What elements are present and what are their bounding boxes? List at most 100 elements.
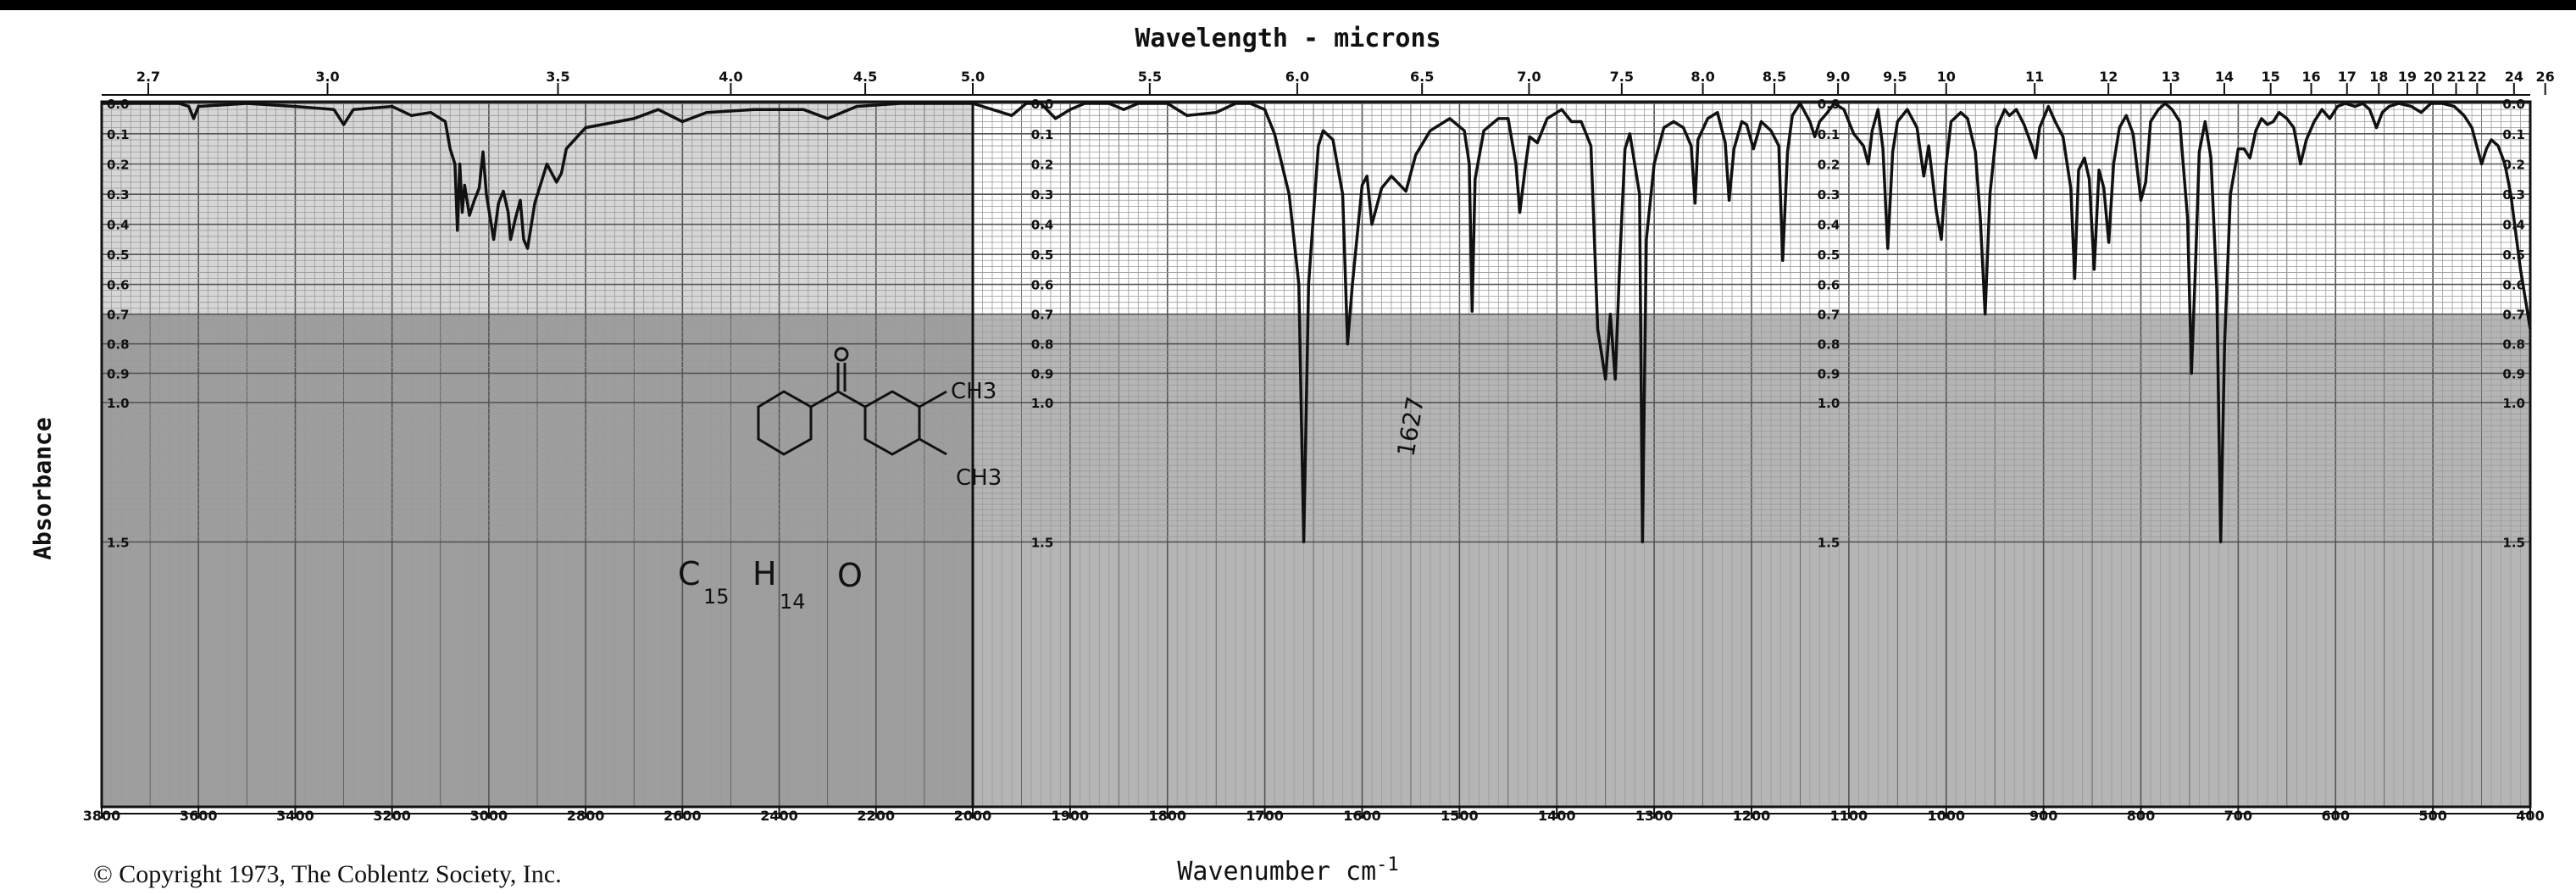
y-tick-label: 0.3 [1031, 187, 1054, 203]
top-tick-label: 13 [2162, 69, 2180, 85]
y-tick-label: 0.8 [1818, 337, 1840, 353]
top-tick-label: 3.5 [546, 69, 569, 85]
formula-h-subscript: 14 [780, 590, 806, 614]
y-tick-label: 0.7 [2502, 308, 2525, 323]
top-tick-label: 6.0 [1285, 69, 1309, 85]
axis-ticks: 3800 3600 3400 3200 3000 2800 2600 2400 2200 2000… [83, 69, 2555, 824]
plot-border [100, 100, 2532, 809]
top-tick-label: 2.7 [136, 69, 160, 85]
bottom-tick-label: 3600 [180, 808, 218, 824]
plot-grid [101, 102, 2531, 807]
bottom-tick-label: 1300 [1635, 808, 1674, 824]
formula-c: C [678, 555, 701, 592]
y-tick-label: 0.9 [107, 366, 130, 381]
plot-frame [100, 94, 2532, 814]
y-tick-label: 1.0 [1818, 396, 1840, 411]
bottom-tick-label: 2400 [760, 808, 798, 824]
top-tick-label: 26 [2536, 69, 2555, 85]
y-tick-label: 0.6 [2502, 278, 2525, 293]
top-tick-label: 4.5 [853, 69, 877, 85]
y-tick-label: 0.6 [1031, 278, 1054, 293]
y-tick-label: 0.9 [2502, 366, 2525, 381]
top-tick-label: 7.0 [1517, 69, 1541, 85]
y-tick-label: 0.3 [1818, 187, 1840, 203]
bottom-tick-label: 2000 [954, 808, 992, 824]
bottom-tick-label: 3200 [373, 808, 411, 824]
bottom-tick-label: 800 [2127, 808, 2155, 824]
y-tick-label: 0.4 [1818, 218, 1840, 233]
formula-h: H [752, 555, 777, 592]
chart-title: Wavelength - microns [1135, 24, 1441, 53]
y-tick-label: 1.5 [2502, 535, 2525, 550]
y-tick-label: 0.2 [1818, 157, 1840, 172]
molecular-formula: C 15 H 14 O [678, 555, 863, 614]
bottom-tick-label: 3400 [276, 808, 314, 824]
y-tick-label: 1.0 [2502, 396, 2525, 411]
copyright-notice: © Copyright 1973, The Coblentz Society, … [93, 860, 562, 888]
y-tick-label: 0.6 [1818, 278, 1840, 293]
bottom-tick-label: 2800 [567, 808, 605, 824]
y-tick-label: 0.7 [1031, 308, 1054, 323]
bottom-tick-label: 500 [2418, 808, 2446, 824]
bottom-tick-label: 1000 [1927, 808, 1965, 824]
y-tick-label: 1.5 [1031, 535, 1054, 550]
top-tick-label: 10 [1937, 69, 1956, 85]
bottom-tick-label: 3000 [470, 808, 508, 824]
top-tick-label: 16 [2301, 69, 2320, 85]
y-tick-label: 0.8 [1031, 337, 1054, 353]
benzophenone-structure-drawing [757, 347, 947, 456]
spectrum-line [102, 102, 2532, 544]
bottom-tick-label: 1900 [1052, 808, 1090, 824]
x-axis-label-unit: -1 [1376, 854, 1399, 876]
top-tick-label: 9.5 [1883, 69, 1907, 85]
top-tick-label: 4.0 [719, 69, 742, 85]
top-tick-label: 14 [2215, 69, 2234, 85]
y-tick-label: 0.3 [2502, 187, 2525, 203]
y-tick-label: 0.8 [2502, 337, 2525, 353]
top-tick-label: 7.5 [1610, 69, 1634, 85]
top-tick-label: 5.5 [1138, 69, 1162, 85]
y-tick-label: 0.2 [2502, 157, 2525, 172]
y-tick-label: 0.8 [107, 337, 130, 353]
bottom-tick-label: 1100 [1830, 808, 1868, 824]
bottom-tick-label: 1800 [1148, 808, 1186, 824]
top-tick-label: 6.5 [1410, 69, 1434, 85]
top-tick-label: 5.0 [961, 69, 985, 85]
bottom-tick-label: 900 [2029, 808, 2057, 824]
bottom-tick-label: 400 [2516, 808, 2544, 824]
top-border [0, 0, 2576, 10]
bottom-tick-label: 1600 [1343, 808, 1381, 824]
y-tick-label: 0.2 [107, 157, 130, 172]
y-tick-label: 1.0 [107, 396, 130, 411]
top-tick-label: 20 [2423, 69, 2442, 85]
top-tick-label: 22 [2468, 69, 2486, 85]
top-tick-label: 3.0 [315, 69, 339, 85]
top-tick-label: 12 [2099, 69, 2118, 85]
top-tick-label: 8.0 [1690, 69, 1714, 85]
top-tick-label: 8.5 [1763, 69, 1786, 85]
y-tick-label: 0.6 [107, 278, 130, 293]
formula-c-subscript: 15 [703, 585, 730, 609]
y-tick-label: 1.5 [1818, 535, 1840, 550]
y-tick-label: 0.1 [1031, 127, 1054, 142]
y-tick-label: 0.3 [107, 187, 130, 203]
x-axis-label: Wavenumber cm-1 [0, 854, 2576, 887]
bottom-tick-label: 1200 [1733, 808, 1771, 824]
bottom-tick-label: 3800 [83, 808, 121, 824]
y-tick-label: 0.1 [2502, 127, 2525, 142]
y-tick-label: 0.4 [1031, 218, 1054, 233]
top-tick-label: 18 [2369, 69, 2388, 85]
ch3-label-lower: CH3 [956, 465, 1002, 491]
top-tick-label: 21 [2446, 69, 2465, 85]
bottom-tick-label: 700 [2224, 808, 2252, 824]
x-axis-label-text: Wavenumber cm [1177, 857, 1377, 887]
bottom-tick-label: 1500 [1441, 808, 1479, 824]
bottom-tick-label: 1400 [1538, 808, 1576, 824]
spectrum-trace [102, 102, 2532, 544]
y-tick-label: 0.1 [1818, 127, 1840, 142]
y-tick-label: 0.7 [107, 308, 130, 323]
top-tick-label: 11 [2025, 69, 2044, 85]
y-tick-label: 0.5 [107, 247, 130, 263]
y-tick-label: 0.5 [1031, 247, 1054, 263]
top-tick-label: 19 [2398, 69, 2417, 85]
